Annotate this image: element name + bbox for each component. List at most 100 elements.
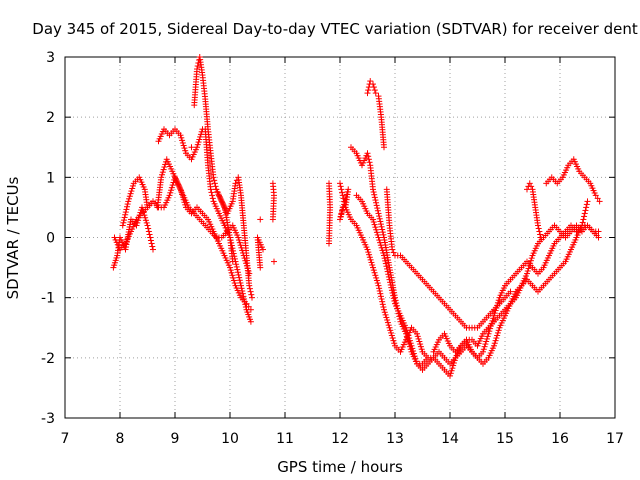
data-point-marker — [377, 218, 384, 225]
data-point-marker — [177, 132, 184, 139]
data-point-marker — [376, 285, 383, 292]
data-point-marker — [481, 343, 488, 350]
data-point-marker — [236, 239, 243, 246]
data-point-marker — [376, 215, 383, 222]
data-point-marker — [393, 300, 400, 307]
data-point-marker — [385, 322, 392, 329]
data-point-marker — [528, 183, 535, 190]
data-point-marker — [125, 198, 132, 205]
data-point-marker — [404, 335, 411, 342]
data-point-marker — [241, 298, 248, 305]
data-point-marker — [129, 182, 136, 189]
data-point-marker — [535, 225, 542, 232]
data-point-marker — [526, 262, 533, 269]
data-point-marker — [396, 316, 403, 323]
data-point-marker — [177, 186, 184, 193]
data-point-marker — [373, 229, 380, 236]
chart-title: Day 345 of 2015, Sidereal Day-to-day VTE… — [32, 20, 638, 38]
data-point-marker — [526, 180, 533, 187]
data-point-marker — [188, 144, 195, 151]
y-tick-label: -1 — [41, 291, 55, 307]
data-point-marker — [395, 308, 402, 315]
data-point-marker — [450, 362, 457, 369]
y-tick-label: 0 — [46, 231, 55, 247]
x-tick-label: 17 — [606, 431, 624, 447]
data-point-marker — [147, 237, 154, 244]
data-point-marker — [507, 288, 514, 295]
data-point-marker — [341, 198, 348, 205]
data-point-marker — [384, 319, 391, 326]
data-point-marker — [581, 213, 588, 220]
data-point-marker — [257, 216, 264, 223]
data-point-marker — [160, 166, 167, 173]
data-point-marker — [269, 216, 276, 223]
data-point-marker — [371, 221, 378, 228]
data-point-marker — [233, 263, 240, 270]
data-point-marker — [537, 234, 544, 241]
data-point-marker — [495, 327, 502, 334]
x-tick-label: 11 — [276, 431, 294, 447]
data-point-marker — [372, 224, 379, 231]
data-point-marker — [367, 78, 374, 85]
data-point-marker — [389, 335, 396, 342]
data-point-marker — [180, 142, 187, 149]
data-point-marker — [376, 237, 383, 244]
data-point-marker — [145, 225, 152, 232]
data-point-marker — [381, 144, 387, 151]
data-point-marker — [236, 277, 243, 284]
data-point-marker — [212, 183, 219, 190]
data-point-marker — [234, 269, 241, 276]
data-point-marker — [364, 90, 371, 97]
data-point-marker — [485, 330, 492, 337]
data-point-marker — [425, 354, 431, 361]
data-point-marker — [527, 260, 534, 267]
data-point-marker — [148, 240, 155, 247]
data-point-marker — [495, 297, 502, 304]
data-point-marker — [483, 338, 490, 345]
data-point-marker — [166, 192, 173, 199]
data-point-marker — [182, 201, 189, 208]
data-point-marker — [341, 201, 348, 208]
data-point-marker — [480, 348, 486, 355]
data-point-marker — [414, 333, 421, 340]
data-point-marker — [326, 240, 332, 247]
data-point-marker — [129, 185, 136, 192]
data-point-marker — [120, 219, 127, 226]
data-point-marker — [139, 204, 145, 211]
data-point-marker — [374, 207, 381, 214]
data-point-marker — [147, 234, 154, 241]
data-point-marker — [240, 293, 247, 300]
data-point-marker — [127, 190, 134, 197]
data-point-marker — [365, 249, 372, 256]
data-point-marker — [197, 133, 204, 140]
data-point-marker — [145, 228, 152, 235]
data-point-marker — [235, 271, 242, 278]
data-point-marker — [345, 186, 352, 193]
data-point-marker — [381, 306, 387, 313]
data-point-marker — [492, 337, 499, 344]
data-point-marker — [179, 137, 186, 144]
data-point-marker — [596, 198, 603, 205]
data-point-marker — [494, 329, 501, 336]
data-point-marker — [182, 147, 189, 154]
data-point-marker — [416, 338, 423, 345]
data-point-marker — [247, 318, 254, 325]
data-point-marker — [387, 327, 394, 334]
data-point-marker — [126, 193, 133, 200]
data-point-marker — [391, 340, 398, 347]
data-point-marker — [179, 191, 186, 198]
x-tick-label: 12 — [331, 431, 349, 447]
data-point-marker — [524, 270, 530, 277]
data-point-marker — [239, 290, 246, 297]
data-point-marker — [158, 174, 165, 181]
data-point-marker — [383, 263, 390, 270]
data-point-marker — [366, 159, 373, 166]
data-point-marker — [168, 187, 175, 194]
data-point-marker — [367, 256, 374, 263]
data-point-marker — [373, 277, 380, 284]
data-point-marker — [339, 192, 346, 199]
data-point-marker — [379, 301, 386, 308]
data-point-marker — [524, 186, 530, 193]
data-point-marker — [365, 87, 372, 94]
